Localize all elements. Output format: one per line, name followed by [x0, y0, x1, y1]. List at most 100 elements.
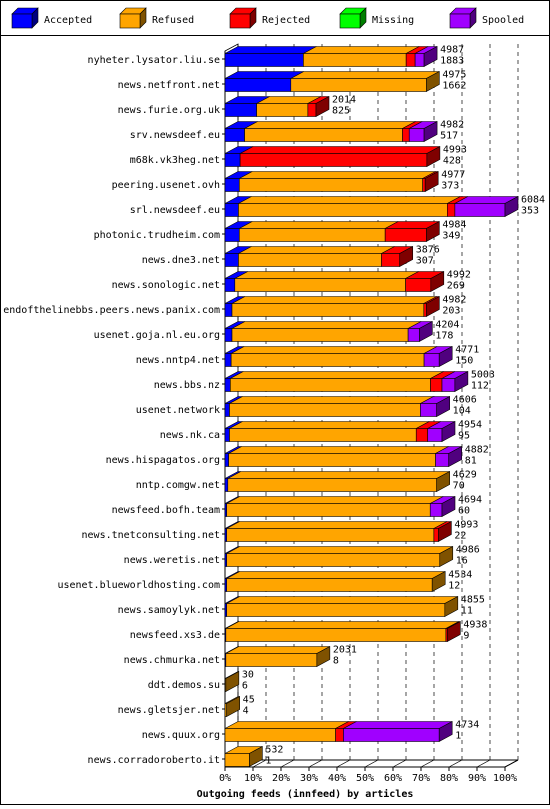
x-tick-label: 80% — [440, 773, 458, 784]
bar-segment-accepted — [224, 103, 257, 117]
bar-end-cap — [423, 45, 438, 68]
bar-segment-refused — [231, 303, 425, 317]
bar-segment-refused — [224, 728, 336, 742]
x-tick-label: 90% — [468, 773, 486, 784]
grid-floor-line — [280, 759, 295, 768]
bar-segment-top — [224, 721, 349, 729]
bar-total-label: 2031 — [333, 645, 357, 656]
bar-total-label: 4993 — [454, 520, 478, 531]
bar-segment-spooled — [435, 453, 450, 467]
bar-segment-rejected — [384, 228, 427, 242]
grid-floor-line — [476, 759, 491, 768]
bar-sub-label: 8 — [333, 656, 339, 667]
category-label: news.netfront.net — [118, 80, 220, 91]
legend-label-missing: Missing — [372, 15, 414, 26]
bar-segment-rejected — [381, 253, 401, 267]
bar-segment-refused — [234, 278, 406, 292]
bar-total-label: 4982 — [442, 295, 466, 306]
bar-sub-label: 104 — [453, 406, 471, 417]
bar-total-label: 4982 — [440, 120, 464, 131]
bar-segment-refused — [229, 428, 417, 442]
bar-total-label: 4771 — [455, 345, 479, 356]
bar-segment-accepted — [224, 428, 230, 442]
bar-total-label: 4993 — [443, 145, 467, 156]
legend-swatch — [339, 13, 361, 29]
bar-segment-refused — [303, 53, 407, 67]
bar-end-cap — [426, 220, 440, 243]
bar-segment-top — [226, 546, 453, 554]
bar-sub-label: 112 — [471, 381, 489, 392]
bar-segment-top — [239, 171, 436, 179]
bar-end-cap — [419, 320, 433, 343]
bar-sub-label: 373 — [441, 181, 459, 192]
bar-segment-top — [239, 146, 441, 154]
category-label: peering.usenet.ovh — [112, 180, 220, 191]
bar-segment-refused — [238, 253, 382, 267]
bar-total-label: 6084 — [521, 195, 545, 206]
bar-segment-top — [226, 496, 444, 504]
x-tick-label: 60% — [384, 773, 402, 784]
bar-segment-refused — [225, 653, 318, 667]
bar-sub-label: 269 — [447, 281, 465, 292]
bar-end-cap — [439, 545, 454, 568]
x-tick-label: 20% — [272, 773, 290, 784]
bar-sub-label: 6 — [242, 681, 248, 692]
x-tick-label: 40% — [328, 773, 346, 784]
bar-total-label: 4629 — [453, 470, 477, 481]
bar-sub-label: 1 — [455, 731, 461, 742]
grid-floor-line — [420, 759, 435, 768]
bar-segment-rejected — [447, 203, 456, 217]
bar-segment-refused — [238, 178, 423, 192]
category-label: endofthelinebbs.peers.news.panix.com — [3, 305, 220, 316]
bar-segment-accepted — [224, 128, 245, 142]
bar-sub-label: 1 — [265, 756, 271, 767]
category-label: usenet.blueworldhosting.com — [57, 580, 220, 591]
grid-floor-line — [392, 759, 407, 768]
bar-end-cap — [438, 520, 452, 543]
bar-segment-refused — [226, 553, 441, 567]
bar-segment-refused — [238, 203, 448, 217]
bar-total-label: 30 — [242, 670, 254, 681]
bar-segment-accepted — [224, 353, 232, 367]
bar-sub-label: 22 — [454, 531, 466, 542]
x-tick-label: 30% — [300, 773, 318, 784]
bar-end-cap — [444, 595, 459, 618]
bar-total-label: 4984 — [442, 220, 466, 231]
x-tick-label: 0% — [219, 773, 231, 784]
bar-segment-top — [226, 571, 446, 579]
category-label: news.nk.ca — [160, 430, 220, 441]
bar-segment-accepted — [224, 478, 229, 492]
bar-sub-label: 178 — [435, 331, 453, 342]
bar-end-cap — [423, 120, 438, 143]
bar-sub-label: 60 — [458, 506, 470, 517]
bar-end-cap — [441, 420, 456, 443]
bar-segment-top — [303, 46, 420, 54]
bar-end-cap — [316, 645, 331, 668]
category-label: news.hispagatos.org — [106, 455, 220, 466]
bar-total-label: 4954 — [458, 420, 482, 431]
bar-segment-spooled — [408, 128, 425, 142]
x-tick-label: 10% — [244, 773, 262, 784]
bar-sub-label: 825 — [332, 106, 350, 117]
legend-swatch — [11, 13, 33, 29]
bar-segment-top — [228, 446, 449, 454]
bar-segment-top — [224, 71, 304, 79]
bar-segment-spooled — [407, 328, 420, 342]
legend-label-refused: Refused — [152, 15, 194, 26]
category-label: nntp.comgw.net — [136, 480, 220, 491]
bar-sub-label: 1883 — [440, 56, 464, 67]
bar-segment-refused — [230, 378, 431, 392]
bar-end-cap — [424, 170, 439, 193]
bar-total-label: 45 — [243, 695, 255, 706]
bar-segment-top — [238, 196, 461, 204]
grid-floor-line — [448, 759, 463, 768]
bar-total-label: 4606 — [453, 395, 477, 406]
bar-sub-label: 16 — [456, 556, 468, 567]
bar-segment-top — [230, 371, 444, 379]
bar-segment-accepted — [224, 203, 239, 217]
bar-segment-spooled — [423, 353, 440, 367]
bar-sub-label: 307 — [416, 256, 434, 267]
bar-sub-label: 11 — [461, 606, 473, 617]
bar-sub-label: 9 — [463, 631, 469, 642]
category-label: news.sonologic.net — [112, 280, 220, 291]
